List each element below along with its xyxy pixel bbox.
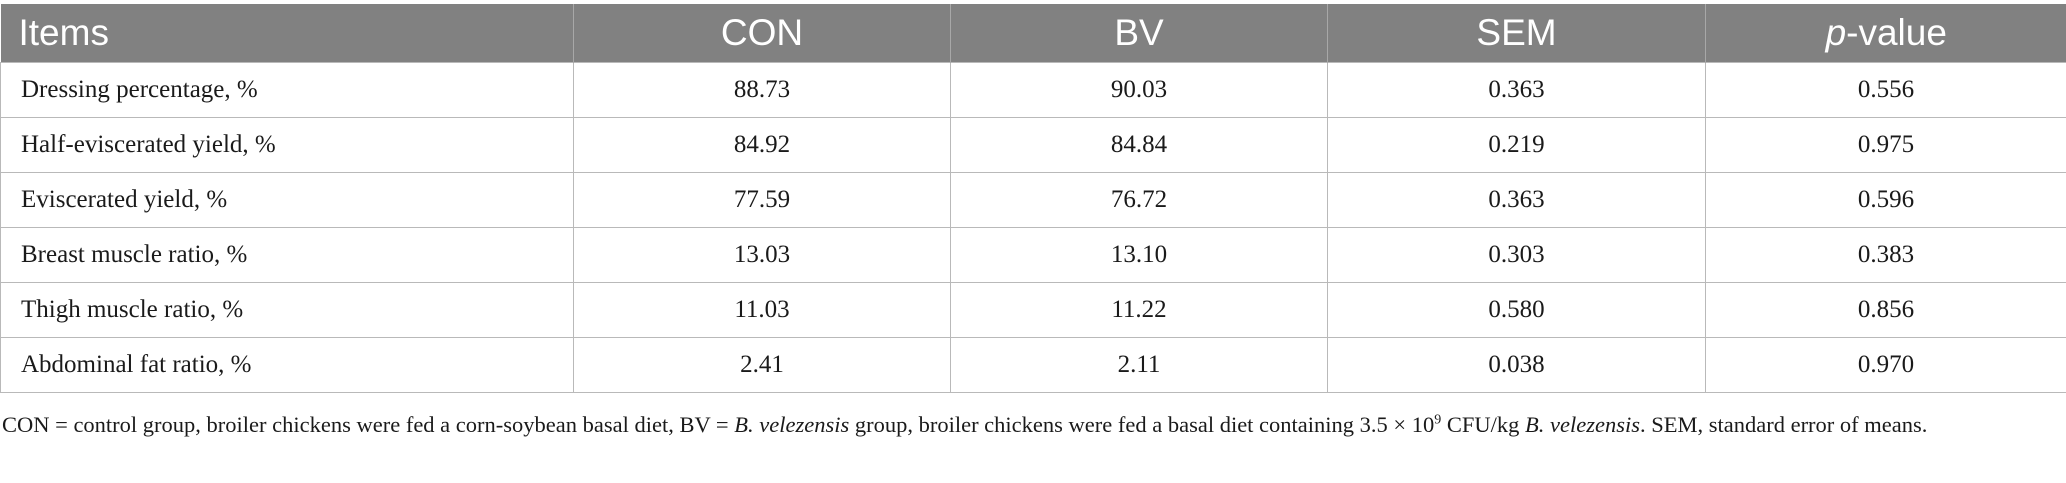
cell-p-value: 0.556 [1705, 62, 2066, 118]
cell-item: Breast muscle ratio, % [0, 227, 574, 283]
cell-con: 84.92 [573, 117, 951, 173]
cell-item: Half-eviscerated yield, % [0, 117, 574, 173]
footnote-species-2: B. velezensis [1525, 412, 1640, 437]
table-row: Breast muscle ratio, % 13.03 13.10 0.303… [0, 227, 2066, 283]
cell-sem: 0.038 [1327, 337, 1706, 393]
cell-sem: 0.303 [1327, 227, 1706, 283]
table-footnote: CON = control group, broiler chickens we… [2, 408, 2052, 442]
table-row: Eviscerated yield, % 77.59 76.72 0.363 0… [0, 172, 2066, 228]
results-table: Items CON BV SEM p-value Dressing percen… [0, 4, 2066, 393]
cell-bv: 13.10 [950, 227, 1328, 283]
footnote-exponent: 9 [1434, 412, 1442, 428]
cell-p-value: 0.975 [1705, 117, 2066, 173]
cell-con: 77.59 [573, 172, 951, 228]
cell-item: Thigh muscle ratio, % [0, 282, 574, 338]
cell-p-value: 0.596 [1705, 172, 2066, 228]
cell-bv: 84.84 [950, 117, 1328, 173]
cell-item: Eviscerated yield, % [0, 172, 574, 228]
cell-bv: 2.11 [950, 337, 1328, 393]
footnote-species-1: B. velezensis [734, 412, 850, 437]
header-bv: BV [950, 4, 1328, 63]
cell-item: Abdominal fat ratio, % [0, 337, 574, 393]
cell-p-value: 0.856 [1705, 282, 2066, 338]
footnote-text-2: group, broiler chickens were fed a basal… [849, 412, 1435, 437]
header-p-suffix: -value [1846, 12, 1947, 53]
cell-item: Dressing percentage, % [0, 62, 574, 118]
table-row: Abdominal fat ratio, % 2.41 2.11 0.038 0… [0, 337, 2066, 393]
cell-con: 2.41 [573, 337, 951, 393]
cell-sem: 0.580 [1327, 282, 1706, 338]
table-row: Dressing percentage, % 88.73 90.03 0.363… [0, 62, 2066, 118]
data-table-container: Items CON BV SEM p-value Dressing percen… [0, 4, 2066, 393]
cell-p-value: 0.970 [1705, 337, 2066, 393]
footnote-text-4: . SEM, standard error of means. [1639, 412, 1928, 437]
table-header-row: Items CON BV SEM p-value [0, 4, 2066, 63]
header-con: CON [573, 4, 951, 63]
header-p-letter: p [1825, 12, 1847, 53]
cell-p-value: 0.383 [1705, 227, 2066, 283]
cell-bv: 11.22 [950, 282, 1328, 338]
table-row: Thigh muscle ratio, % 11.03 11.22 0.580 … [0, 282, 2066, 338]
header-p-value: p-value [1705, 4, 2066, 63]
cell-con: 11.03 [573, 282, 951, 338]
cell-bv: 90.03 [950, 62, 1328, 118]
table-row: Half-eviscerated yield, % 84.92 84.84 0.… [0, 117, 2066, 173]
footnote-text-3: CFU/kg [1441, 412, 1525, 437]
header-sem: SEM [1327, 4, 1706, 63]
cell-sem: 0.219 [1327, 117, 1706, 173]
cell-bv: 76.72 [950, 172, 1328, 228]
header-items: Items [0, 4, 574, 63]
cell-sem: 0.363 [1327, 172, 1706, 228]
cell-con: 13.03 [573, 227, 951, 283]
footnote-text-1: CON = control group, broiler chickens we… [2, 412, 735, 437]
cell-con: 88.73 [573, 62, 951, 118]
cell-sem: 0.363 [1327, 62, 1706, 118]
